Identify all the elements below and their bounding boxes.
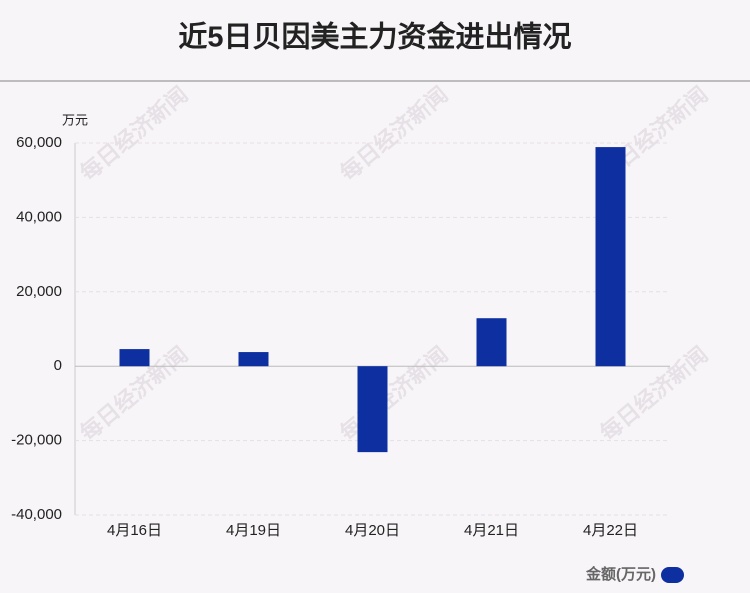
bar (357, 366, 388, 453)
x-tick-label: 4月22日 (583, 522, 638, 539)
bar (476, 318, 507, 367)
chart-title: 近5日贝因美主力资金进出情况 (178, 20, 571, 54)
y-tick-label: 20,000 (16, 283, 62, 300)
y-tick-label: -20,000 (11, 432, 62, 449)
bar (595, 147, 626, 367)
legend-swatch (661, 567, 684, 583)
y-tick-label: 40,000 (16, 208, 62, 225)
y-tick-label: -40,000 (11, 506, 62, 523)
x-tick-label: 4月16日 (107, 522, 162, 539)
x-tick-label: 4月20日 (345, 522, 400, 539)
bar (238, 352, 269, 367)
legend-label: 金额(万元) (585, 565, 656, 583)
y-tick-label: 60,000 (16, 134, 62, 151)
x-tick-label: 4月21日 (464, 522, 519, 539)
y-tick-label: 0 (54, 357, 62, 374)
y-unit: 万元 (62, 112, 88, 127)
bar (119, 349, 150, 367)
x-tick-label: 4月19日 (226, 522, 281, 539)
